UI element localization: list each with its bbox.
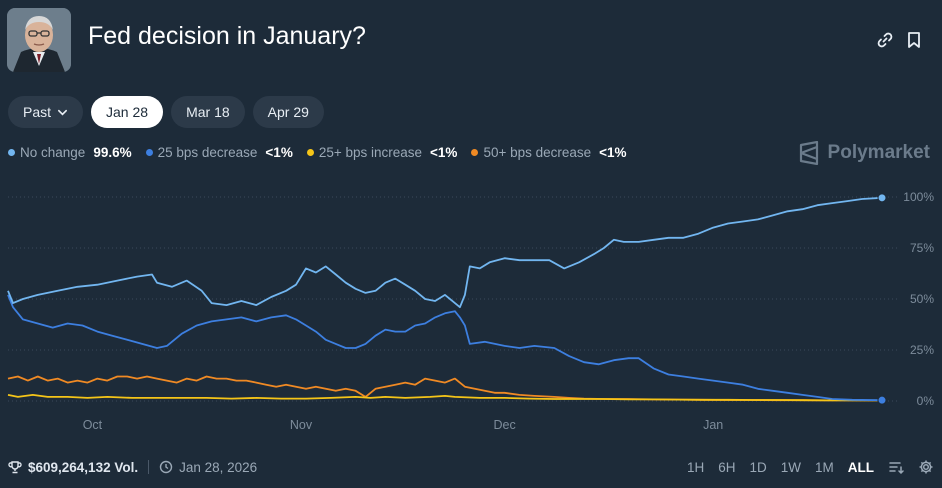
series-end-markers [877, 193, 887, 405]
legend-item-50-bps-decrease: 50+ bps decrease <1% [471, 145, 627, 160]
legend-value: <1% [599, 145, 627, 160]
range-1w[interactable]: 1W [780, 459, 801, 475]
legend-label: 25+ bps increase [318, 145, 423, 160]
series-end-point [877, 193, 887, 203]
legend-item-no-change: No change 99.6% [8, 145, 132, 160]
range-all[interactable]: ALL [847, 459, 874, 475]
tab-past-label: Past [23, 104, 52, 120]
range-6h[interactable]: 6H [718, 459, 736, 475]
legend-dot [471, 149, 479, 156]
trophy-icon [8, 461, 22, 474]
legend-label: 25 bps decrease [157, 145, 258, 160]
x-axis-labels: Oct Nov Dec Jan [83, 418, 724, 432]
legend-value: <1% [265, 145, 293, 160]
legend-label: 50+ bps decrease [483, 145, 592, 160]
range-1h[interactable]: 1H [686, 459, 705, 475]
tab-jan-28-label: Jan 28 [106, 104, 149, 120]
y-tick-label: 100% [903, 190, 934, 204]
volume: $609,264,132 Vol. [8, 460, 138, 475]
tab-mar-18-label: Mar 18 [186, 104, 230, 120]
bookmark-icon[interactable] [904, 30, 924, 50]
page-title: Fed decision in January? [88, 22, 366, 50]
tab-apr-29[interactable]: Apr 29 [252, 96, 324, 128]
market-avatar [7, 8, 71, 72]
tab-mar-18[interactable]: Mar 18 [171, 96, 245, 128]
x-tick-label: Jan [703, 418, 723, 432]
range-1m[interactable]: 1M [814, 459, 834, 475]
gear-icon[interactable] [918, 459, 934, 475]
tab-apr-29-label: Apr 29 [267, 104, 309, 120]
polymarket-logo-icon [799, 141, 818, 165]
tab-jan-28[interactable]: Jan 28 [91, 96, 164, 128]
x-tick-label: Dec [493, 418, 515, 432]
clock-icon [159, 460, 173, 474]
end-date: Jan 28, 2026 [159, 460, 257, 475]
x-tick-label: Nov [290, 418, 313, 432]
chart-footer: $609,264,132 Vol. Jan 28, 2026 1H 6H 1D … [8, 456, 934, 478]
tab-past[interactable]: Past [8, 96, 84, 128]
legend-value: <1% [430, 145, 458, 160]
x-tick-label: Oct [83, 418, 103, 432]
footer-divider [148, 460, 150, 474]
legend-dot [306, 149, 314, 156]
legend-label: No change [20, 145, 86, 160]
y-tick-label: 50% [910, 292, 934, 306]
link-icon[interactable] [875, 30, 895, 50]
series-line-50-bps-decrease [7, 375, 882, 402]
legend-dot [8, 149, 15, 156]
y-axis-labels: 100% 75% 50% 25% 0% [903, 190, 934, 408]
legend-item-25-bps-decrease: 25 bps decrease <1% [145, 145, 293, 160]
time-range-selector: 1H 6H 1D 1W 1M ALL [687, 459, 934, 475]
chart-legend: No change 99.6% 25 bps decrease <1% 25+ … [8, 145, 627, 160]
series-line-25-bps-increase [7, 394, 882, 402]
series-line-no-change [7, 196, 883, 309]
legend-dot [145, 149, 153, 156]
legend-value: 99.6% [93, 145, 132, 160]
chart-grid [8, 196, 900, 402]
brand-name: Polymarket [827, 142, 930, 163]
series-end-point [877, 395, 887, 405]
end-date-text: Jan 28, 2026 [179, 459, 258, 475]
y-tick-label: 25% [910, 343, 934, 357]
date-tabs: Past Jan 28 Mar 18 Apr 29 [8, 96, 324, 128]
y-tick-label: 75% [910, 241, 934, 255]
range-1d[interactable]: 1D [749, 459, 767, 475]
polymarket-brand: Polymarket [798, 141, 930, 165]
chevron-down-icon [58, 109, 68, 116]
chart-series [7, 196, 883, 402]
legend-item-25-bps-increase: 25+ bps increase <1% [306, 145, 458, 160]
filter-icon[interactable] [888, 459, 904, 475]
series-line-25-bps-decrease [7, 294, 883, 402]
volume-text: $609,264,132 Vol. [28, 459, 139, 475]
y-tick-label: 0% [917, 394, 935, 408]
